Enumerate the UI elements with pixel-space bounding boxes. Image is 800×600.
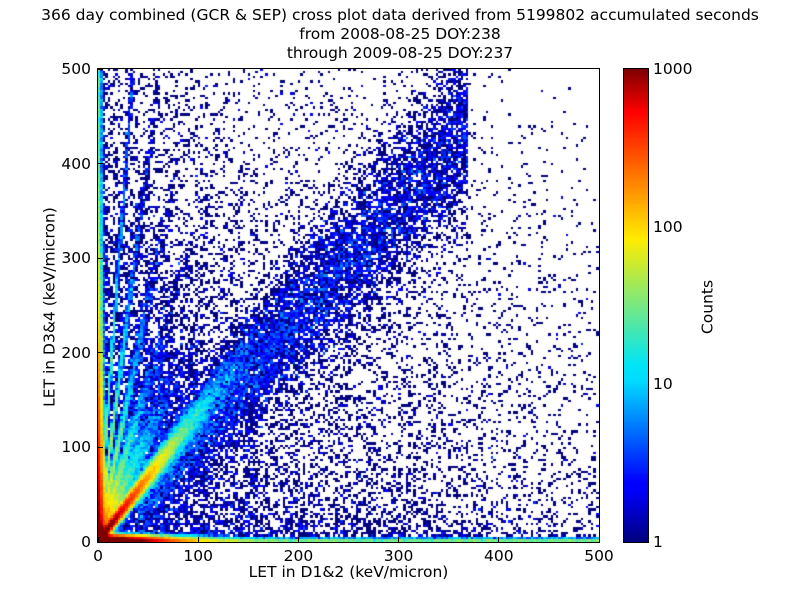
plot-axes[interactable] — [97, 68, 600, 543]
x-tick-label-0: 0 — [93, 547, 103, 565]
page-title: 366 day combined (GCR & SEP) cross plot … — [0, 6, 800, 63]
colorbar-gradient — [624, 69, 648, 542]
title-line-2: from 2008-08-25 DOY:238 — [299, 25, 501, 43]
density-heatmap — [98, 69, 599, 542]
y-tick-label-5: 500 — [61, 60, 91, 78]
x-tick-label-3: 300 — [383, 547, 414, 565]
x-tick-mark-0 — [97, 537, 99, 542]
title-line-1: 366 day combined (GCR & SEP) cross plot … — [41, 6, 759, 24]
y-tick-mark-0 — [98, 541, 103, 543]
x-axis-label: LET in D1&2 (keV/micron) — [248, 563, 449, 581]
colorbar-label: Counts — [698, 279, 717, 335]
y-tick-label-4: 400 — [61, 154, 91, 173]
x-tick-mark-2 — [297, 537, 299, 542]
x-tick-mark-5 — [598, 537, 600, 542]
x-tick-label-2: 200 — [283, 547, 314, 565]
x-tick-mark-1 — [197, 537, 199, 542]
y-tick-label-0: 0 — [81, 533, 91, 551]
x-tick-label-1: 100 — [183, 547, 213, 565]
x-tick-label-4: 400 — [484, 547, 514, 565]
x-tick-mark-3 — [398, 537, 400, 542]
y-tick-mark-3 — [98, 257, 103, 259]
y-tick-label-1: 100 — [61, 438, 91, 457]
colorbar-tick-label-1: 100 — [653, 217, 683, 236]
y-tick-label-3: 300 — [61, 249, 91, 268]
x-tick-label-5: 500 — [584, 547, 614, 565]
title-line-3: through 2009-08-25 DOY:237 — [286, 44, 514, 62]
y-tick-mark-2 — [98, 352, 103, 354]
colorbar-tick-label-0: 1000 — [653, 60, 693, 78]
colorbar-tick-label-3: 1 — [653, 533, 663, 551]
y-axis-label: LET in D3&4 (keV/micron) — [40, 207, 59, 407]
y-tick-mark-5 — [98, 68, 103, 70]
colorbar-tick-label-2: 10 — [653, 375, 673, 394]
y-tick-mark-1 — [98, 446, 103, 448]
y-tick-label-2: 200 — [61, 343, 91, 362]
x-tick-mark-4 — [498, 537, 500, 542]
colorbar[interactable] — [623, 68, 649, 543]
y-tick-mark-4 — [98, 163, 103, 165]
